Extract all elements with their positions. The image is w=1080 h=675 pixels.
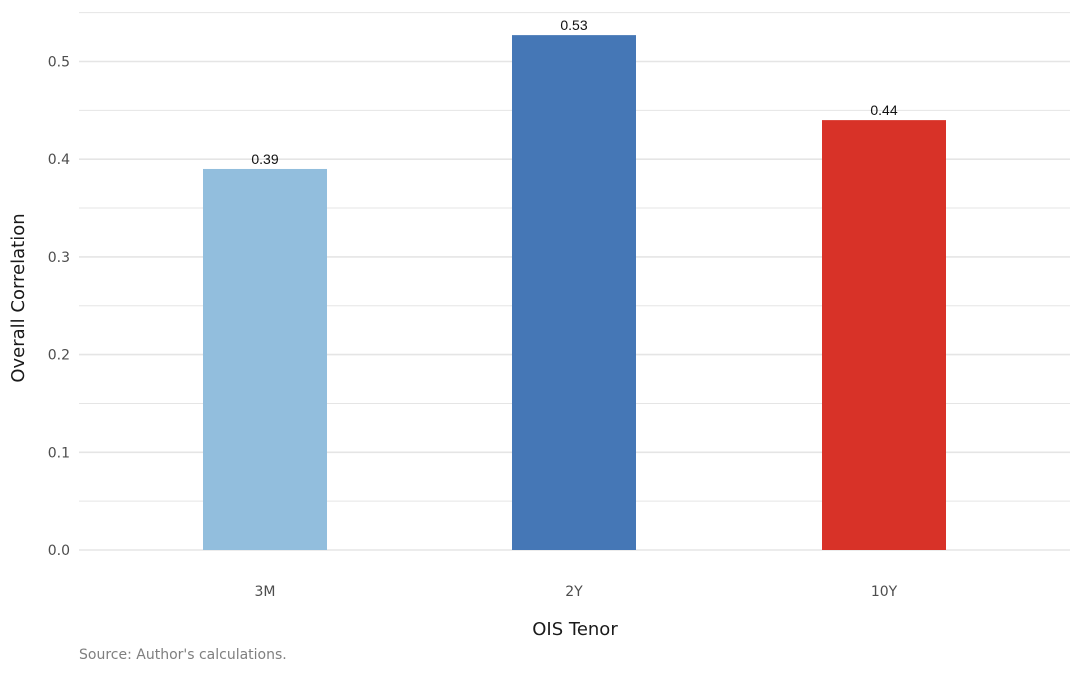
- source-caption: Source: Author's calculations.: [79, 647, 287, 663]
- y-axis-title: Overall Correlation: [8, 213, 29, 382]
- y-tick-label: 0.1: [48, 445, 70, 461]
- bar-10y: [822, 120, 946, 551]
- bar-3m: [203, 168, 327, 550]
- y-tick-label: 0.5: [48, 55, 70, 71]
- bar-value-label: 0.44: [870, 102, 897, 118]
- x-axis-ticks: 3M 2Y 10Y: [255, 584, 898, 600]
- y-axis-ticks: 0.0 0.1 0.2 0.3 0.4 0.5: [48, 55, 70, 560]
- x-tick-label: 10Y: [871, 584, 898, 600]
- bar-value-label: 0.53: [560, 17, 587, 33]
- x-axis-title: OIS Tenor: [532, 619, 618, 640]
- bar-2y: [512, 35, 636, 551]
- bar-value-labels: 0.39 0.53 0.44: [251, 17, 897, 167]
- bar-value-label: 0.39: [251, 151, 278, 167]
- bars: [203, 35, 946, 551]
- y-tick-label: 0.0: [48, 543, 70, 559]
- x-tick-label: 3M: [255, 584, 276, 600]
- y-tick-label: 0.4: [48, 152, 70, 168]
- y-tick-label: 0.2: [48, 348, 70, 364]
- y-tick-label: 0.3: [48, 250, 70, 266]
- x-tick-label: 2Y: [565, 584, 583, 600]
